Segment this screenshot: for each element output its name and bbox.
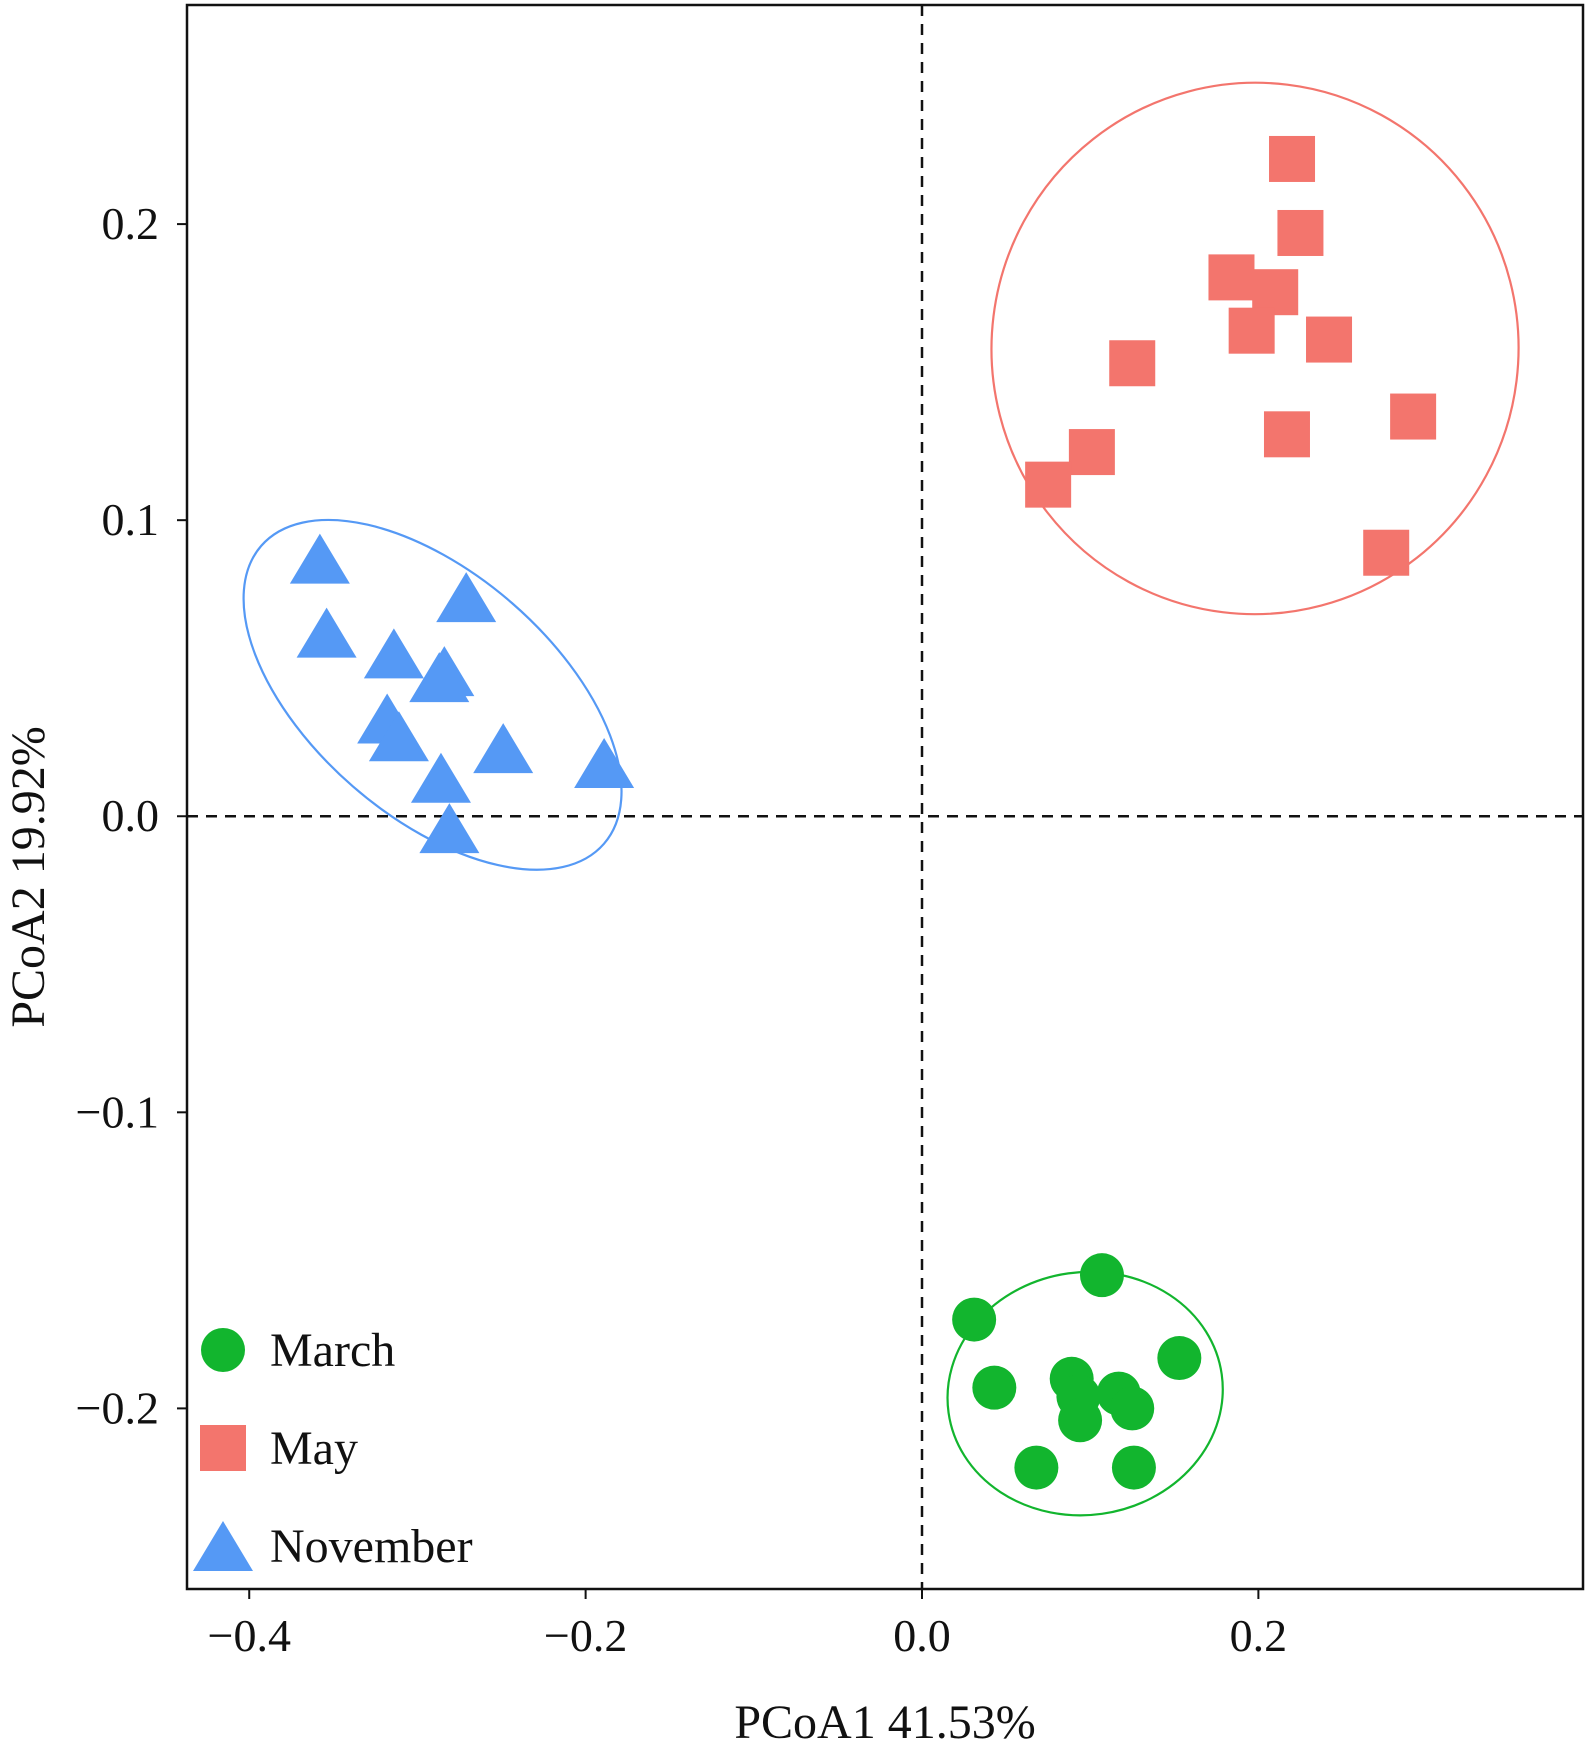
y-tick-label: −0.2 [76, 1382, 159, 1433]
y-tick-label: −0.1 [76, 1086, 159, 1137]
x-tick-label: −0.4 [208, 1610, 291, 1661]
y-tick-label: 0.0 [102, 790, 160, 841]
legend-marker-may [200, 1425, 246, 1471]
may-data-point [1109, 340, 1156, 387]
y-tick-label: 0.2 [102, 198, 160, 249]
may-data-point [1263, 411, 1310, 458]
march-data-point [952, 1297, 997, 1342]
legend-label-may: May [270, 1422, 358, 1475]
march-data-point [1157, 1336, 1202, 1381]
march-data-point [972, 1365, 1017, 1410]
november-data-point [436, 572, 497, 623]
november-data-point [473, 723, 534, 774]
march-data-point [1014, 1445, 1059, 1490]
x-tick-label: 0.0 [893, 1610, 951, 1661]
november-data-point [419, 803, 480, 854]
november-data-point [363, 628, 424, 679]
may-data-point [1228, 307, 1275, 354]
y-tick-label: 0.1 [102, 494, 160, 545]
may-data-point [1208, 254, 1255, 301]
march-confidence-ellipse [946, 1270, 1224, 1517]
legend: March May November [193, 1324, 473, 1573]
november-data-point [410, 752, 471, 803]
november-data-point [409, 652, 470, 703]
legend-label-november: November [270, 1520, 473, 1573]
may-data-point [1390, 393, 1437, 440]
may-data-point [1252, 269, 1299, 316]
may-data-point [1269, 135, 1316, 182]
march-data-point [1058, 1398, 1103, 1443]
may-data-point [1025, 461, 1072, 508]
may-data-point [1363, 529, 1410, 576]
november-data-point [296, 607, 357, 658]
legend-label-march: March [270, 1324, 395, 1377]
march-data-point [1111, 1445, 1156, 1490]
may-data-point [1277, 209, 1324, 256]
may-data-point [1306, 316, 1353, 363]
y-axis-title: PCoA2 19.92% [2, 726, 55, 1027]
march-data-point [1079, 1253, 1124, 1298]
legend-marker-november [193, 1521, 253, 1571]
march-data-point [1110, 1386, 1155, 1431]
november-confidence-ellipse [242, 518, 623, 871]
may-confidence-ellipse [990, 81, 1520, 616]
may-data-point [1068, 429, 1115, 476]
x-axis-title: PCoA1 41.53% [734, 1696, 1035, 1744]
x-tick-label: 0.2 [1230, 1610, 1288, 1661]
november-data-point [289, 533, 350, 584]
november-data-point [368, 711, 429, 762]
x-tick-label: −0.2 [544, 1610, 627, 1661]
november-data-point [574, 737, 635, 788]
legend-marker-march [201, 1328, 245, 1372]
plot-frame [185, 3, 1585, 1591]
